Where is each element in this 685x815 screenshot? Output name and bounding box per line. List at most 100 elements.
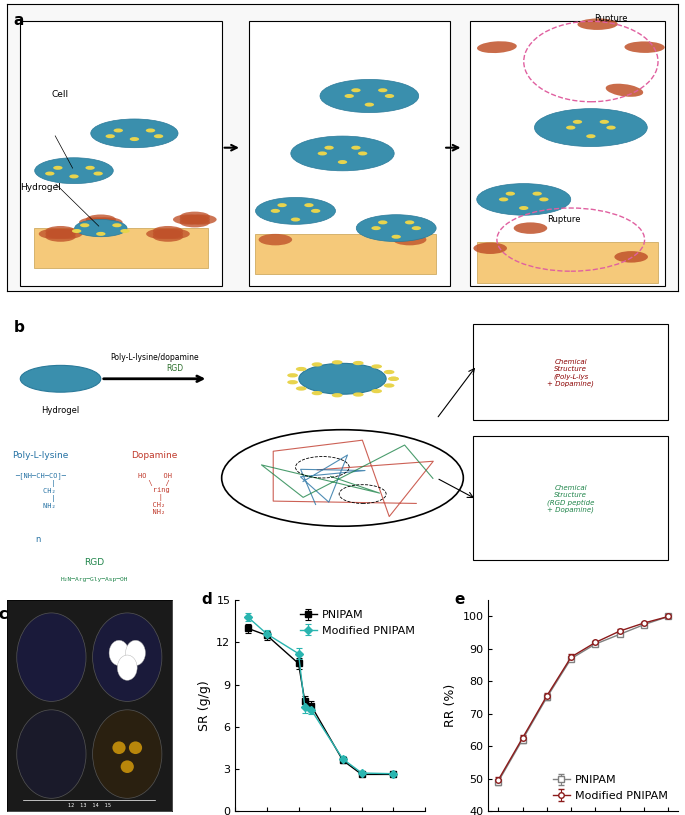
Circle shape xyxy=(519,206,528,210)
Ellipse shape xyxy=(256,197,336,224)
Text: c: c xyxy=(0,606,8,622)
Circle shape xyxy=(378,220,388,224)
Text: b: b xyxy=(14,319,25,335)
Legend: PNIPAM, Modified PNIPAM: PNIPAM, Modified PNIPAM xyxy=(549,771,673,805)
Circle shape xyxy=(86,165,95,170)
Ellipse shape xyxy=(90,119,178,148)
Circle shape xyxy=(296,367,307,371)
Circle shape xyxy=(606,126,616,130)
Circle shape xyxy=(371,226,381,230)
Y-axis label: SR (g/g): SR (g/g) xyxy=(198,681,211,731)
Circle shape xyxy=(287,380,298,385)
Circle shape xyxy=(312,391,323,395)
Ellipse shape xyxy=(112,742,125,754)
Circle shape xyxy=(371,364,382,368)
Circle shape xyxy=(532,192,542,196)
FancyBboxPatch shape xyxy=(473,436,668,560)
Text: Poly-L-lysine/dopamine: Poly-L-lysine/dopamine xyxy=(110,353,199,362)
Ellipse shape xyxy=(146,229,176,239)
Text: n: n xyxy=(35,535,40,544)
Ellipse shape xyxy=(79,218,109,227)
Ellipse shape xyxy=(514,222,547,234)
Text: Rupture: Rupture xyxy=(595,14,627,23)
Ellipse shape xyxy=(320,79,419,112)
Ellipse shape xyxy=(16,710,86,798)
FancyBboxPatch shape xyxy=(249,21,450,285)
Ellipse shape xyxy=(52,229,82,239)
Text: e: e xyxy=(454,592,464,607)
Ellipse shape xyxy=(604,85,645,96)
Circle shape xyxy=(358,152,367,156)
Ellipse shape xyxy=(92,218,123,227)
Polygon shape xyxy=(256,234,436,274)
Ellipse shape xyxy=(86,220,116,231)
Circle shape xyxy=(332,393,342,398)
Text: Poly-L-lysine: Poly-L-lysine xyxy=(12,452,68,460)
Circle shape xyxy=(69,174,79,178)
Ellipse shape xyxy=(153,229,183,239)
Ellipse shape xyxy=(45,229,75,239)
Ellipse shape xyxy=(92,710,162,798)
Text: Chemical
Structure
(Poly-L-lys
+ Dopamine): Chemical Structure (Poly-L-lys + Dopamin… xyxy=(547,359,594,387)
Circle shape xyxy=(96,231,105,236)
Text: Hydrogel: Hydrogel xyxy=(20,183,61,192)
Ellipse shape xyxy=(186,214,216,225)
Circle shape xyxy=(325,146,334,150)
Circle shape xyxy=(80,223,90,227)
Ellipse shape xyxy=(45,231,75,242)
Circle shape xyxy=(311,209,321,213)
Ellipse shape xyxy=(92,613,162,702)
Ellipse shape xyxy=(75,219,127,236)
Circle shape xyxy=(388,377,399,381)
Ellipse shape xyxy=(473,243,507,254)
Circle shape xyxy=(114,129,123,133)
Circle shape xyxy=(332,360,342,364)
Text: ─[NH─CH─CO]─
      |
    CH₂
      |
    NH₂: ─[NH─CH─CO]─ | CH₂ | NH₂ xyxy=(15,473,66,509)
Circle shape xyxy=(271,209,280,213)
Ellipse shape xyxy=(45,226,75,236)
Text: 12    13    14    15: 12 13 14 15 xyxy=(68,803,111,808)
Ellipse shape xyxy=(258,234,292,245)
Circle shape xyxy=(506,192,515,196)
Polygon shape xyxy=(477,243,658,283)
Ellipse shape xyxy=(86,218,116,227)
Circle shape xyxy=(121,229,129,233)
Text: Rupture: Rupture xyxy=(547,215,581,224)
Circle shape xyxy=(586,134,595,139)
Circle shape xyxy=(312,363,323,367)
Ellipse shape xyxy=(477,183,571,215)
Circle shape xyxy=(105,134,115,139)
Circle shape xyxy=(385,94,394,98)
Circle shape xyxy=(371,389,382,393)
Ellipse shape xyxy=(39,229,69,239)
Text: Cell: Cell xyxy=(52,90,69,99)
Ellipse shape xyxy=(179,214,210,225)
Ellipse shape xyxy=(129,742,142,754)
Text: HO    OH
  \   /
   ring
   |
  CH₂
  NH₂: HO OH \ / ring | CH₂ NH₂ xyxy=(138,473,171,514)
Circle shape xyxy=(384,383,395,388)
Circle shape xyxy=(353,392,364,397)
Text: RGD: RGD xyxy=(84,558,104,567)
Circle shape xyxy=(351,146,360,150)
Circle shape xyxy=(338,160,347,164)
Ellipse shape xyxy=(477,41,516,54)
Ellipse shape xyxy=(86,214,116,225)
Circle shape xyxy=(45,171,55,175)
Circle shape xyxy=(154,134,163,139)
Ellipse shape xyxy=(179,212,210,222)
Ellipse shape xyxy=(21,365,101,392)
Circle shape xyxy=(93,171,103,175)
Circle shape xyxy=(291,218,300,222)
Ellipse shape xyxy=(393,234,426,245)
Ellipse shape xyxy=(121,760,134,773)
Text: Chemical
Structure
(RGD peptide
+ Dopamine): Chemical Structure (RGD peptide + Dopami… xyxy=(547,486,595,513)
Circle shape xyxy=(146,129,155,133)
Ellipse shape xyxy=(153,226,183,236)
Circle shape xyxy=(304,203,314,207)
Legend: PNIPAM, Modified PNIPAM: PNIPAM, Modified PNIPAM xyxy=(295,606,419,641)
Circle shape xyxy=(599,120,609,124)
Circle shape xyxy=(72,229,82,233)
Circle shape xyxy=(353,361,364,365)
FancyBboxPatch shape xyxy=(21,21,222,285)
Ellipse shape xyxy=(173,214,203,225)
